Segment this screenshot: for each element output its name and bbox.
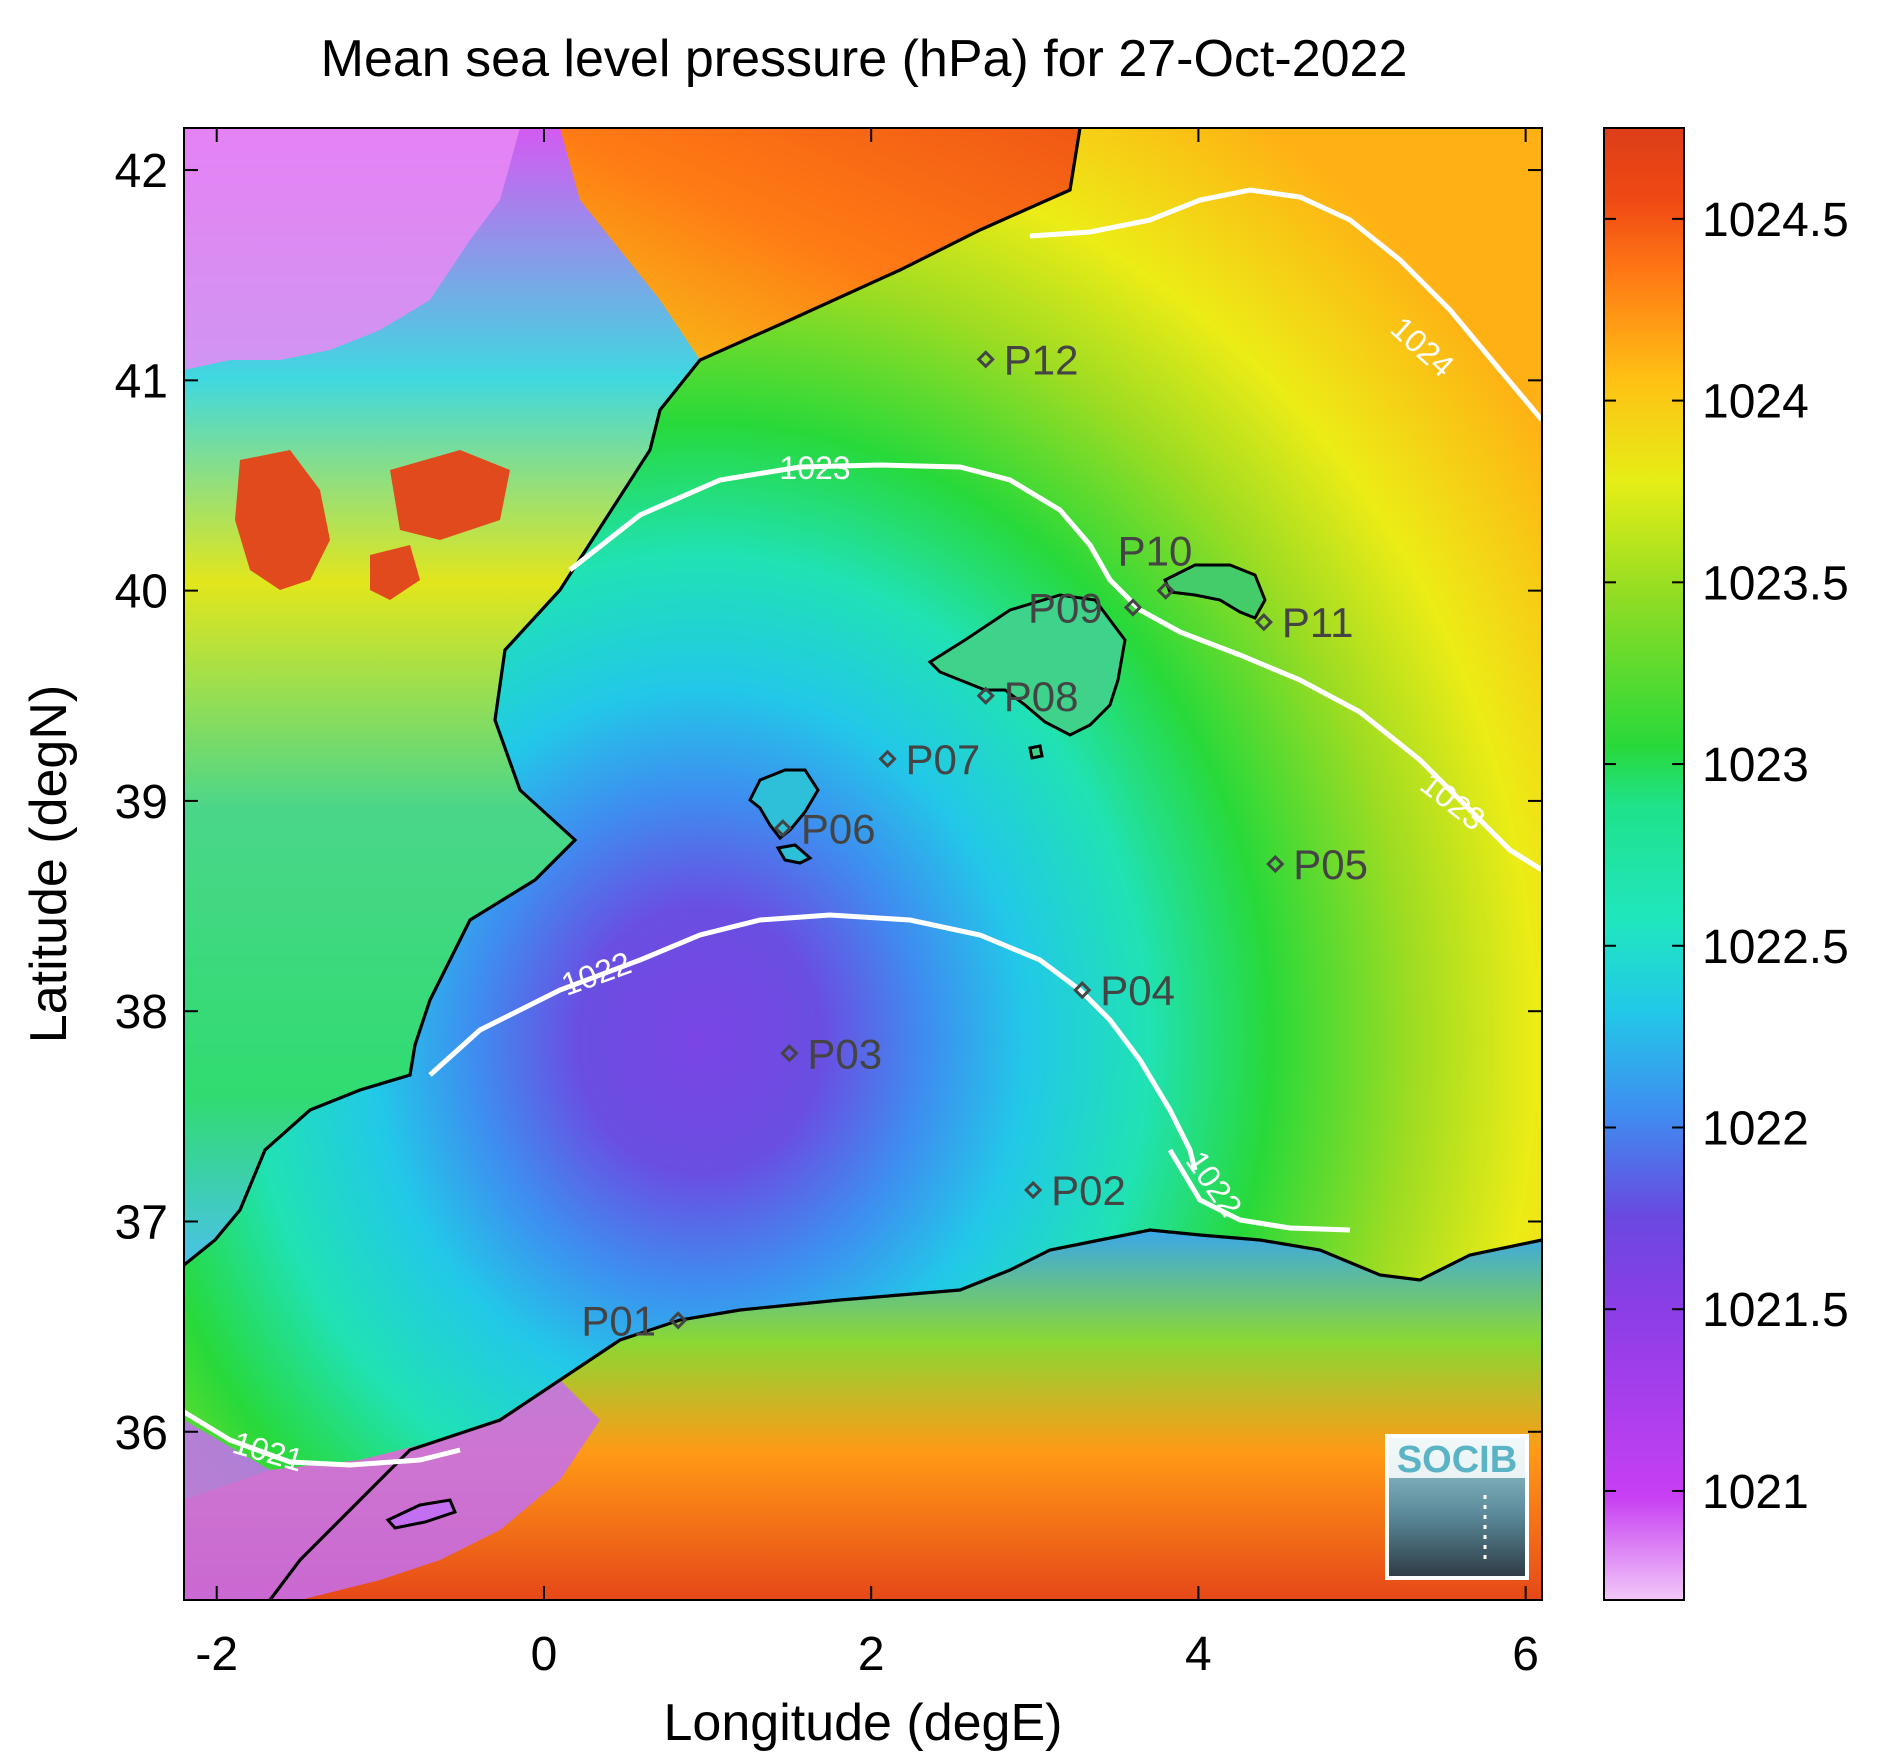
station-label: P02 bbox=[1051, 1167, 1126, 1214]
station-p05[interactable]: P05 bbox=[1266, 841, 1368, 888]
chart-title: Mean sea level pressure (hPa) for 27-Oct… bbox=[321, 30, 1408, 88]
station-p12[interactable]: P12 bbox=[976, 336, 1079, 383]
land-africa-purple-west bbox=[184, 1380, 600, 1600]
x-tick-label: 2 bbox=[858, 1628, 885, 1681]
station-p09[interactable]: P09 bbox=[1028, 584, 1143, 631]
island-menorca bbox=[1163, 563, 1267, 620]
y-tick-label: 39 bbox=[115, 776, 168, 829]
colorbar-tick-label: 1021 bbox=[1702, 1466, 1809, 1519]
coastline-north-africa bbox=[268, 1228, 1542, 1600]
station-label: P01 bbox=[581, 1297, 656, 1344]
colorbar-ticks: 1021 1021.5 1022 1022.5 1023 1023.5 1024 1024.5 bbox=[1604, 194, 1849, 1519]
land-spain bbox=[184, 128, 1080, 1265]
socib-logo: SOCIB bbox=[1385, 1434, 1529, 1580]
station-marker[interactable] bbox=[1024, 1180, 1043, 1200]
socib-logo-text: SOCIB bbox=[1397, 1439, 1517, 1481]
y-tick-label: 42 bbox=[115, 145, 168, 198]
station-marker[interactable] bbox=[1123, 598, 1143, 617]
station-label: P06 bbox=[801, 805, 876, 852]
isobar-1022-east bbox=[1167, 1148, 1351, 1233]
station-marker[interactable] bbox=[878, 749, 897, 768]
station-label: P10 bbox=[1118, 528, 1193, 575]
y-tick-label: 36 bbox=[115, 1407, 168, 1460]
x-axis: -2 0 2 4 6 bbox=[195, 128, 1539, 1681]
colorbar-tick-label: 1023.5 bbox=[1702, 557, 1849, 610]
y-axis: 36 37 38 39 40 41 42 bbox=[115, 145, 1542, 1460]
station-p03[interactable]: P03 bbox=[780, 1030, 882, 1077]
station-p04[interactable]: P04 bbox=[1073, 967, 1175, 1014]
station-p08[interactable]: P08 bbox=[976, 673, 1079, 720]
station-marker[interactable] bbox=[780, 1044, 799, 1063]
station-marker[interactable] bbox=[668, 1311, 688, 1330]
land-high-pressure-patch-3 bbox=[370, 545, 420, 600]
station-p06[interactable]: P06 bbox=[773, 805, 876, 852]
station-marker[interactable] bbox=[976, 350, 995, 369]
station-marker[interactable] bbox=[1254, 613, 1273, 632]
x-tick-label: 6 bbox=[1512, 1628, 1539, 1681]
colorbar-tick-label: 1024 bbox=[1702, 376, 1809, 429]
island-alboran bbox=[385, 1498, 458, 1530]
station-marker[interactable] bbox=[1156, 581, 1175, 600]
station-marker[interactable] bbox=[1266, 854, 1285, 874]
land-france bbox=[560, 128, 1080, 360]
station-p01[interactable]: P01 bbox=[581, 1297, 688, 1344]
colorbar-tick-label: 1023 bbox=[1702, 739, 1809, 792]
station-marker[interactable] bbox=[1073, 981, 1092, 1000]
land-high-pressure-patch-1 bbox=[235, 450, 330, 590]
station-p07[interactable]: P07 bbox=[878, 736, 981, 783]
x-tick-label: 4 bbox=[1185, 1628, 1212, 1681]
isobar-label-1023-north: 1023 bbox=[779, 450, 850, 486]
station-label: P12 bbox=[1004, 336, 1079, 383]
station-label: P08 bbox=[1004, 673, 1079, 720]
plot-frame bbox=[183, 127, 1543, 1601]
coastline-iberia bbox=[184, 128, 1082, 1267]
island-mallorca bbox=[927, 593, 1127, 737]
station-marker[interactable] bbox=[976, 686, 995, 705]
x-axis-label: Longitude (degE) bbox=[664, 1694, 1063, 1752]
colorbar-tick-label: 1022 bbox=[1702, 1103, 1809, 1156]
station-label: P05 bbox=[1293, 841, 1368, 888]
station-marker[interactable] bbox=[773, 819, 792, 838]
colorbar-tick-label: 1022.5 bbox=[1702, 921, 1849, 974]
station-label: P11 bbox=[1282, 599, 1354, 646]
island-cabrera bbox=[1028, 744, 1044, 760]
isobar-1021 bbox=[184, 1409, 461, 1468]
stations-layer: P01 P02 P03 P04 P05 P06 P07 P08 P09 P10 P11 P12 bbox=[581, 336, 1368, 1344]
x-tick-label: -2 bbox=[195, 1628, 238, 1681]
station-label: P09 bbox=[1028, 584, 1103, 631]
station-label: P03 bbox=[807, 1030, 882, 1077]
station-p11[interactable]: P11 bbox=[1254, 599, 1354, 646]
isobar-1024 bbox=[1029, 187, 1542, 422]
land-north-highlands bbox=[184, 128, 520, 370]
colorbar bbox=[1603, 127, 1685, 1601]
island-formentera bbox=[775, 843, 813, 865]
x-tick-label: 0 bbox=[531, 1628, 558, 1681]
station-p10[interactable]: P10 bbox=[1118, 528, 1193, 600]
y-tick-label: 41 bbox=[115, 355, 168, 408]
map-plot-area: 1021 1022 1022 1023 1023 1024 P01P02P03P… bbox=[184, 128, 1542, 1600]
y-tick-label: 37 bbox=[115, 1196, 168, 1249]
colorbar-tick-label: 1024.5 bbox=[1702, 194, 1849, 247]
y-tick-label: 38 bbox=[115, 986, 168, 1039]
isobar-1022 bbox=[428, 912, 1198, 1171]
y-axis-label: Latitude (degN) bbox=[20, 685, 78, 1043]
land-high-pressure-patch-2 bbox=[390, 450, 510, 540]
station-label: P07 bbox=[906, 736, 981, 783]
colorbar-tick-label: 1021.5 bbox=[1702, 1284, 1849, 1337]
y-tick-label: 40 bbox=[115, 566, 168, 619]
isobar-1023 bbox=[568, 462, 1542, 873]
station-label: P04 bbox=[1100, 967, 1175, 1014]
station-p02[interactable]: P02 bbox=[1024, 1167, 1126, 1214]
